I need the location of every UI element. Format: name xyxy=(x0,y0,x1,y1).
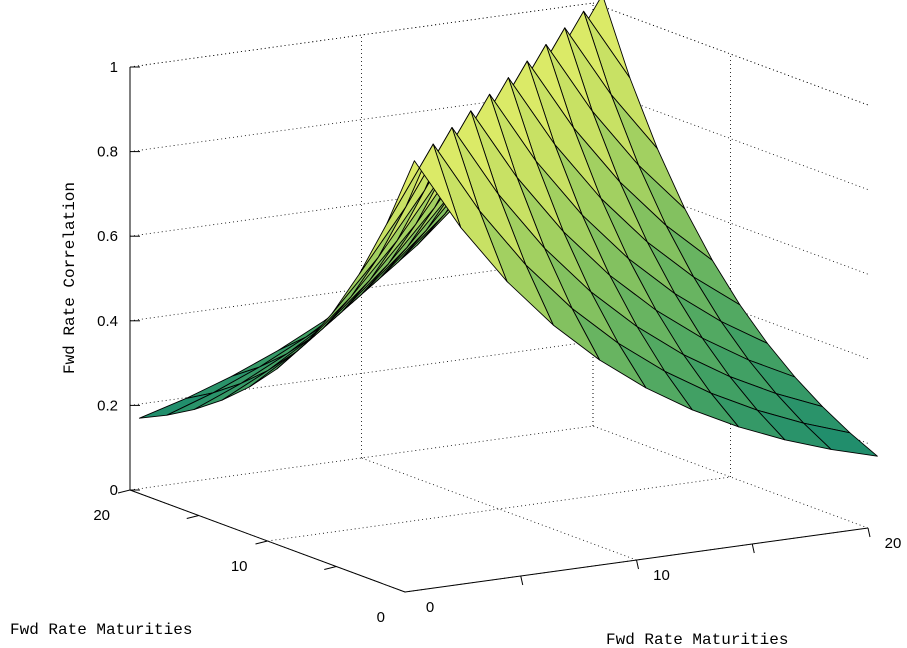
surface-patch xyxy=(386,143,462,228)
z-tick-label: 0 xyxy=(110,482,118,499)
x-tick-mark xyxy=(520,575,524,586)
x-tick-mark xyxy=(636,559,639,570)
x-axis-title: Fwd Rate Maturities xyxy=(606,631,788,648)
y-tick-mark xyxy=(186,515,199,519)
surface-patch xyxy=(240,335,315,385)
x-tick-mark xyxy=(751,543,755,554)
x-tick-label: 10 xyxy=(653,567,670,584)
z-tick-label: 1 xyxy=(110,59,118,76)
grid-line-floor xyxy=(361,457,637,561)
surface-patch xyxy=(166,383,242,416)
x-tick-label: 20 xyxy=(885,535,902,552)
correlation-surface xyxy=(138,0,878,457)
grid-line-top xyxy=(592,2,869,106)
axes xyxy=(117,66,871,593)
y-axis-title: Fwd Rate Maturities xyxy=(10,621,192,639)
y-tick-mark xyxy=(117,489,131,494)
y-tick-mark xyxy=(255,540,268,545)
grid-line-floor xyxy=(267,476,731,542)
y-tick-label: 20 xyxy=(93,507,110,524)
z-tick-label: 0.2 xyxy=(97,397,118,414)
z-axis-title: Fwd Rate Correlation xyxy=(61,182,79,374)
y-tick-label: 10 xyxy=(231,558,248,575)
y-tick-mark xyxy=(324,566,337,570)
x-tick-mark xyxy=(867,527,871,538)
x-tick-label: 0 xyxy=(426,599,434,616)
grid-line-floor xyxy=(592,425,869,529)
grid-lines xyxy=(129,2,869,593)
y-tick-label: 0 xyxy=(377,609,385,626)
z-tick-label: 0.4 xyxy=(97,313,118,330)
z-tick-label: 0.8 xyxy=(97,144,118,161)
z-tick-label: 0.6 xyxy=(97,228,118,245)
